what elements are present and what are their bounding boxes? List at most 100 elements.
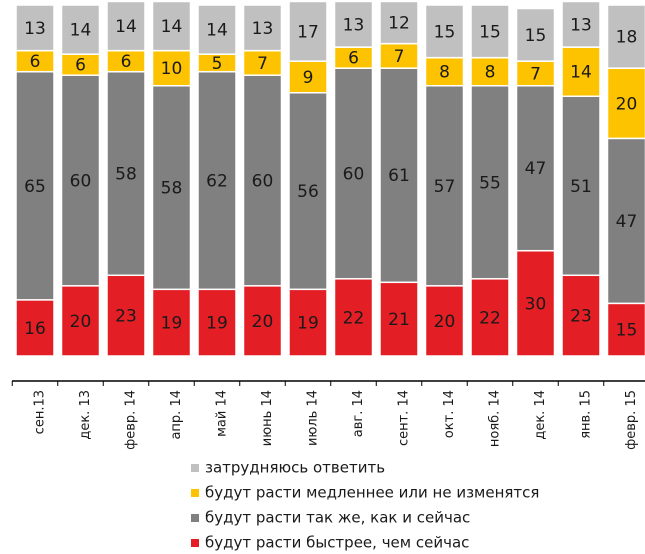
bar-segment — [606, 137, 645, 305]
value-label: 6 — [75, 56, 86, 76]
legend-label: будут расти быстрее, чем сейчас — [205, 534, 469, 552]
value-label: 7 — [257, 54, 268, 74]
x-tick-label: авг. 14 — [351, 390, 366, 437]
bar-segment — [197, 4, 237, 55]
bar-segment — [470, 56, 510, 87]
bar-segment — [424, 84, 465, 287]
value-label: 20 — [70, 312, 92, 332]
x-tick-label: дек. 13 — [78, 390, 93, 440]
legend-label: будут расти так же, как и сейчас — [205, 509, 470, 527]
bar-segment — [60, 4, 101, 55]
value-label: 19 — [297, 314, 319, 334]
value-label: 19 — [206, 314, 228, 334]
bar-segment — [60, 285, 101, 357]
bar-segment — [106, 0, 146, 52]
value-label: 14 — [70, 21, 92, 41]
value-label: 20 — [252, 312, 274, 332]
value-label: 8 — [439, 63, 450, 83]
bar-segment — [470, 278, 510, 357]
value-label: 20 — [616, 94, 638, 114]
value-label: 15 — [434, 22, 456, 42]
bar-segment — [151, 0, 192, 52]
x-tick-label: дек. 14 — [533, 390, 548, 440]
value-label: 16 — [24, 319, 46, 339]
value-label: 7 — [394, 47, 405, 67]
value-label: 13 — [24, 19, 46, 39]
value-label: 51 — [570, 177, 592, 197]
x-tick-label: окт. 14 — [442, 390, 457, 438]
bar-segment — [606, 67, 645, 140]
x-tick-label: июнь 14 — [260, 390, 275, 446]
bar-segment — [288, 0, 328, 62]
legend-swatch — [191, 489, 199, 497]
value-label: 60 — [252, 172, 274, 192]
value-label: 30 — [525, 294, 547, 314]
bar-segment — [60, 74, 101, 287]
value-label: 18 — [616, 28, 638, 48]
value-label: 9 — [303, 68, 314, 88]
value-label: 13 — [252, 19, 274, 39]
bar-segment — [379, 281, 419, 357]
bar-segment — [379, 67, 419, 284]
bar-segment — [15, 70, 55, 301]
bar-segment — [606, 4, 645, 69]
value-label: 15 — [616, 321, 638, 341]
legend-swatch — [191, 514, 199, 522]
bar-segment — [242, 49, 283, 76]
bar-segment — [197, 288, 237, 357]
value-label: 23 — [570, 307, 592, 327]
value-label: 6 — [121, 52, 132, 72]
value-label: 14 — [161, 17, 183, 37]
bar-segment — [379, 0, 419, 45]
x-tick-label: февр. 15 — [624, 390, 639, 450]
value-label: 14 — [206, 21, 228, 41]
value-label: 60 — [70, 172, 92, 192]
bar-segment — [15, 299, 55, 357]
value-label: 13 — [343, 15, 365, 35]
x-tick-label: июль 14 — [306, 390, 321, 446]
bar-segment — [424, 285, 465, 357]
x-tick-label: сен.13 — [33, 390, 48, 434]
bar-segment — [242, 74, 283, 287]
value-label: 15 — [479, 22, 501, 42]
value-label: 6 — [348, 49, 359, 69]
value-label: 7 — [530, 64, 541, 84]
bar-segment — [151, 49, 192, 87]
value-label: 22 — [343, 308, 365, 328]
value-label: 65 — [24, 177, 46, 197]
value-label: 55 — [479, 173, 501, 193]
value-label: 58 — [115, 164, 137, 184]
legend-swatch — [191, 539, 199, 547]
value-label: 6 — [30, 52, 41, 72]
bar-segment — [470, 84, 510, 280]
bar-segment — [151, 84, 192, 291]
x-tick-label: нояб. 14 — [488, 390, 503, 447]
bar-segment — [470, 4, 510, 59]
value-label: 56 — [297, 182, 319, 202]
value-label: 10 — [161, 59, 183, 79]
value-label: 60 — [343, 164, 365, 184]
x-tick-label: янв. 15 — [579, 390, 594, 439]
bar-segment — [15, 4, 55, 52]
value-label: 61 — [388, 166, 410, 186]
bar-segment — [515, 7, 556, 62]
bar-segment — [106, 70, 146, 277]
value-label: 47 — [525, 159, 547, 179]
bar-segment — [288, 92, 328, 291]
value-label: 5 — [212, 54, 223, 74]
value-label: 22 — [479, 308, 501, 328]
bar-segment — [561, 95, 601, 277]
value-label: 14 — [115, 17, 137, 37]
value-label: 57 — [434, 177, 456, 197]
bar-segment — [424, 4, 465, 59]
bar-segment — [242, 285, 283, 357]
value-label: 13 — [570, 15, 592, 35]
bar-segment — [561, 0, 601, 48]
value-label: 20 — [434, 312, 456, 332]
bar-segment — [515, 84, 556, 252]
value-label: 12 — [388, 14, 410, 34]
value-label: 14 — [570, 63, 592, 83]
x-tick-label: сент. 14 — [397, 390, 412, 446]
bar-segment — [333, 0, 374, 48]
